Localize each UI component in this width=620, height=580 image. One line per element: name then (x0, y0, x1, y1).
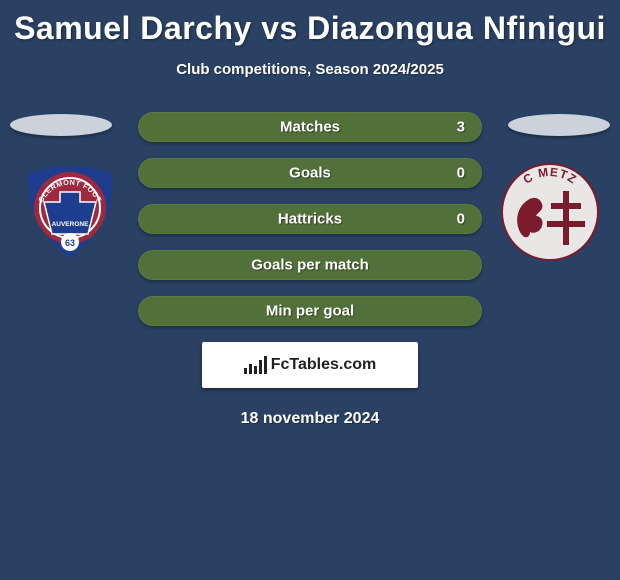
stat-label: Goals per match (139, 257, 481, 274)
date-text: 18 november 2024 (0, 410, 620, 428)
stat-label: Min per goal (139, 303, 481, 320)
stat-row: Matches 3 (138, 112, 482, 142)
brand-box: FcTables.com (202, 342, 418, 388)
stat-label: Hattricks (139, 211, 481, 228)
team-badge-left: 63 CLERMONT FOOT AUVERGNE (20, 162, 120, 262)
stat-row: Goals 0 (138, 158, 482, 188)
stat-label: Matches (139, 119, 481, 136)
bar-chart-icon (244, 356, 267, 374)
stat-row: Min per goal (138, 296, 482, 326)
svg-text:AUVERGNE: AUVERGNE (52, 221, 90, 228)
team-badge-right: C METZ (500, 162, 600, 262)
brand-text: FcTables.com (271, 356, 377, 374)
stat-label: Goals (139, 165, 481, 182)
player-marker-left (10, 114, 112, 136)
page-title: Samuel Darchy vs Diazongua Nfinigui (0, 0, 620, 47)
svg-text:63: 63 (65, 238, 75, 248)
metz-badge-icon: C METZ (500, 162, 600, 262)
stat-value-right: 0 (457, 165, 465, 182)
stat-row: Hattricks 0 (138, 204, 482, 234)
player-marker-right (508, 114, 610, 136)
stats-list: Matches 3 Goals 0 Hattricks 0 Goals per … (138, 112, 482, 326)
stat-row: Goals per match (138, 250, 482, 280)
clermont-badge-icon: 63 CLERMONT FOOT AUVERGNE (20, 162, 120, 262)
stat-value-right: 0 (457, 211, 465, 228)
subtitle: Club competitions, Season 2024/2025 (0, 61, 620, 78)
stat-value-right: 3 (457, 119, 465, 136)
comparison-content: 63 CLERMONT FOOT AUVERGNE C METZ (0, 112, 620, 428)
